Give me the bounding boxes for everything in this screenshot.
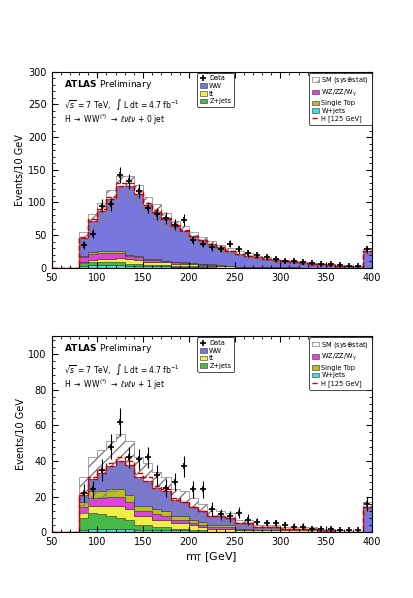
Text: $\sqrt{s}$ = 7 TeV,  $\int$ L dt = 4.7 fb$^{-1}$: $\sqrt{s}$ = 7 TeV, $\int$ L dt = 4.7 fb… <box>64 97 180 112</box>
Text: $\mathbf{ATLAS}$$\,\,$Preliminary: $\mathbf{ATLAS}$$\,\,$Preliminary <box>64 78 152 91</box>
Y-axis label: Events/10 GeV: Events/10 GeV <box>15 134 25 206</box>
Text: H $\rightarrow$ WW$^{(*)}$ $\rightarrow$ $\ell\nu\ell\nu$ + 0 jet: H $\rightarrow$ WW$^{(*)}$ $\rightarrow$… <box>64 113 166 127</box>
Legend: SM (sys$\oplus$stat), WZ/ZZ/W$_\gamma$, Single Top, W+jets, H [125 GeV]: SM (sys$\oplus$stat), WZ/ZZ/W$_\gamma$, … <box>309 337 372 389</box>
Legend: SM (sys$\oplus$stat), WZ/ZZ/W$_\gamma$, Single Top, W+jets, H [125 GeV]: SM (sys$\oplus$stat), WZ/ZZ/W$_\gamma$, … <box>309 73 372 125</box>
Text: $\mathbf{ATLAS}$$\,\,$Preliminary: $\mathbf{ATLAS}$$\,\,$Preliminary <box>64 342 152 355</box>
X-axis label: m$_{\rm T}$ [GeV]: m$_{\rm T}$ [GeV] <box>185 550 238 564</box>
Text: H $\rightarrow$ WW$^{(*)}$ $\rightarrow$ $\ell\nu\ell\nu$ + 1 jet: H $\rightarrow$ WW$^{(*)}$ $\rightarrow$… <box>64 377 166 392</box>
Y-axis label: Events/10 GeV: Events/10 GeV <box>16 398 26 470</box>
Text: $\sqrt{s}$ = 7 TeV,  $\int$ L dt = 4.7 fb$^{-1}$: $\sqrt{s}$ = 7 TeV, $\int$ L dt = 4.7 fb… <box>64 362 180 377</box>
